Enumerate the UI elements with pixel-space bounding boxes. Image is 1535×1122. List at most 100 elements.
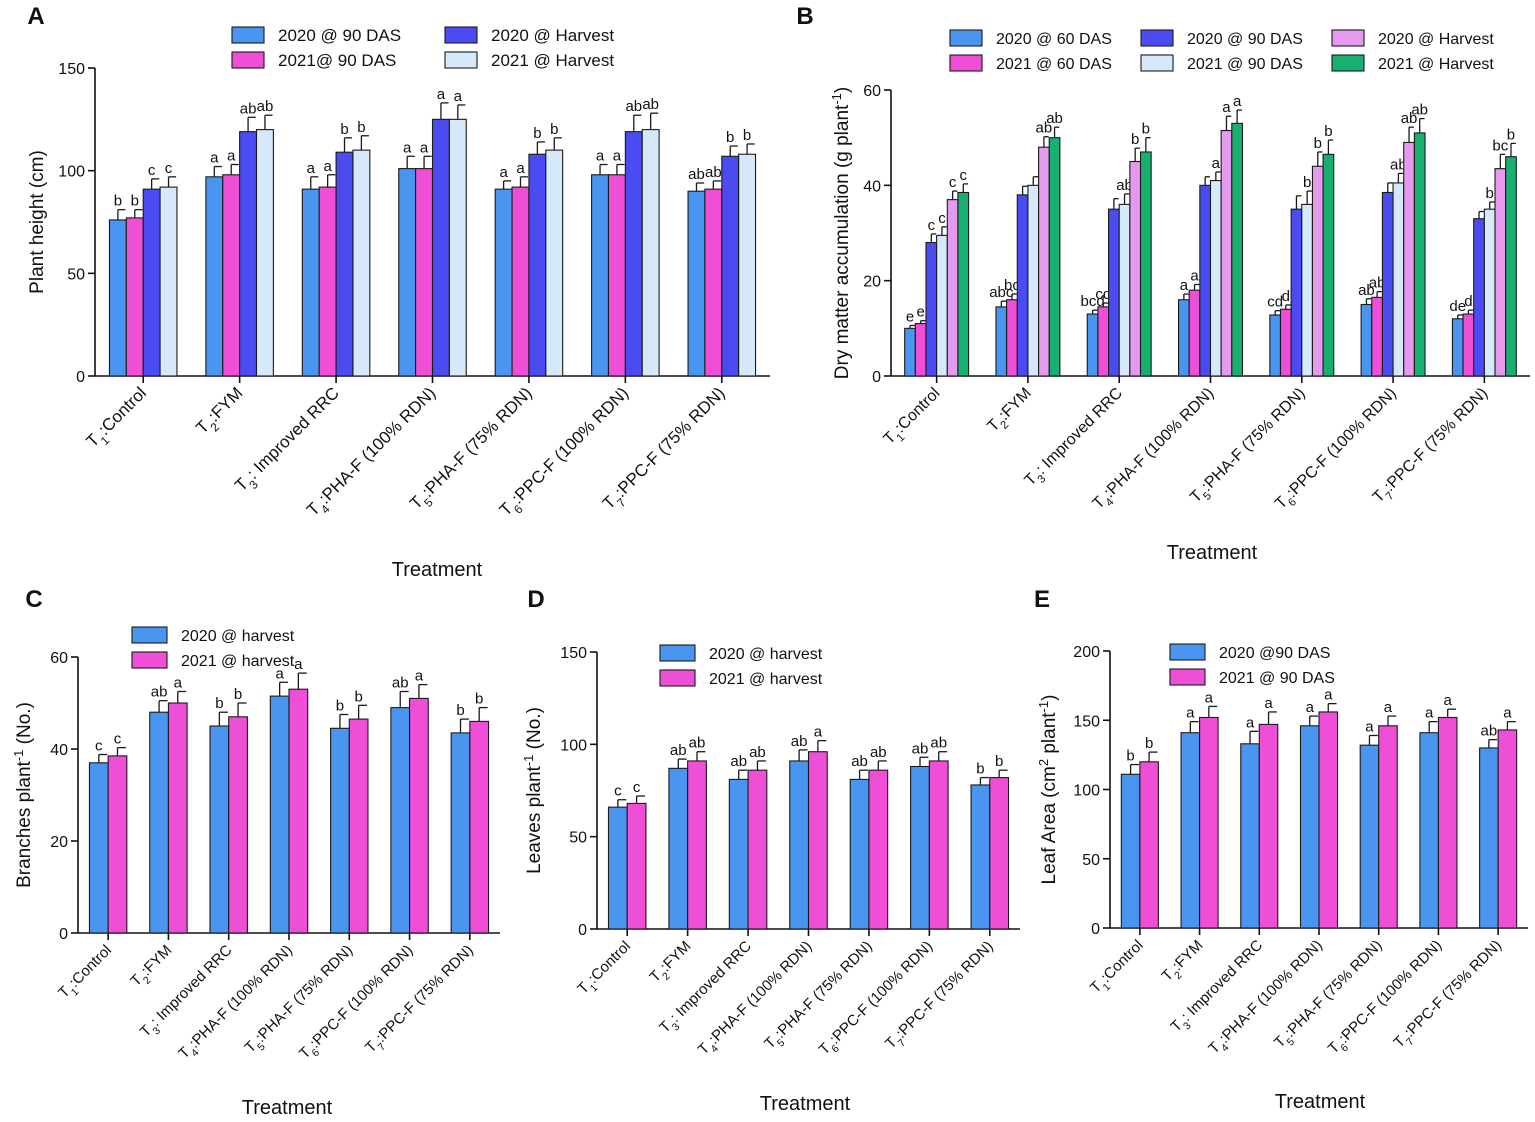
significance-letter: a	[1365, 718, 1374, 735]
bar	[209, 725, 230, 934]
bar	[398, 168, 417, 377]
significance-letter: a	[1306, 699, 1315, 716]
legend-label: 2020 @ harvest	[709, 646, 823, 663]
significance-letter: ab	[870, 744, 887, 761]
x-tick-label: T1:Control	[574, 938, 637, 1001]
significance-letter: a	[1324, 687, 1333, 704]
significance-letter: b	[1145, 735, 1153, 752]
y-tick-label: 150	[1073, 713, 1100, 730]
bar	[1120, 773, 1141, 929]
significance-letter: b	[1142, 121, 1150, 138]
bar	[687, 760, 707, 930]
legend-swatch	[1140, 29, 1174, 47]
bar	[641, 129, 660, 377]
legend-label: 2021 @ 90 DAS	[1219, 670, 1335, 687]
significance-letter: ab	[1358, 282, 1375, 299]
significance-letter: d	[1282, 288, 1290, 305]
bar	[1231, 122, 1244, 377]
y-axis-title: Branches plant-1 (No.)	[11, 702, 36, 888]
bar	[159, 186, 178, 377]
legend-swatch	[444, 26, 478, 44]
bar	[668, 767, 689, 930]
bar	[205, 176, 224, 377]
significance-letter: ab	[930, 735, 947, 752]
bar	[807, 751, 828, 930]
bar	[1006, 299, 1018, 377]
significance-letter: cd	[1267, 294, 1283, 311]
bar	[108, 219, 127, 377]
significance-letter: b	[1303, 174, 1311, 191]
legend-label: 2020 @ 90 DAS	[1187, 31, 1303, 48]
legend-label: 2021 @ 90 DAS	[1187, 56, 1303, 73]
bar	[1290, 208, 1303, 377]
significance-letter: b	[743, 127, 751, 144]
legend-label: 2021 @ harvest	[181, 653, 295, 670]
significance-letter: a	[1264, 695, 1273, 712]
significance-letter: b	[340, 121, 348, 138]
bar	[1220, 129, 1233, 377]
x-tick-label: T2:FYM	[192, 383, 250, 441]
legend-swatch	[949, 54, 983, 72]
y-axis-title: Plant height (cm)	[27, 150, 48, 294]
significance-letter: ab	[151, 684, 168, 701]
y-tick-label: 200	[1073, 644, 1100, 661]
bar	[995, 306, 1008, 377]
y-tick-label: 50	[569, 830, 587, 847]
bar	[1299, 725, 1320, 929]
significance-letter: c	[633, 779, 641, 796]
bar	[494, 188, 513, 377]
significance-letter: d	[1464, 293, 1472, 310]
y-tick-label: 100	[1073, 783, 1100, 800]
significance-letter: ab	[625, 98, 642, 115]
bar	[1311, 165, 1324, 377]
significance-letter: b	[1126, 748, 1134, 765]
legend-label: 2020 @ Harvest	[491, 26, 614, 45]
significance-letter: e	[916, 304, 924, 321]
bar	[390, 707, 411, 934]
bar	[704, 188, 723, 377]
significance-letter: e	[906, 308, 914, 325]
bar	[330, 727, 350, 934]
bar	[1322, 153, 1335, 377]
bar	[528, 153, 547, 377]
significance-letter: bc	[1492, 137, 1508, 154]
bar	[448, 118, 467, 377]
x-axis-title: Treatment	[760, 1093, 851, 1115]
x-tick-label: T7:PPC-F (75% RDN)	[1390, 937, 1508, 1055]
y-tick-label: 60	[863, 83, 881, 100]
bar	[1048, 137, 1061, 377]
significance-letter: ab	[851, 753, 868, 770]
significance-letter: ab	[1116, 177, 1133, 194]
bar	[1473, 218, 1485, 377]
significance-letter: a	[454, 88, 463, 105]
bar	[1279, 308, 1292, 377]
bar	[1118, 203, 1131, 377]
y-tick-label: 20	[863, 274, 881, 291]
significance-letter: ab	[1390, 156, 1407, 173]
bar	[1139, 151, 1152, 377]
significance-letter: a	[227, 148, 236, 165]
bar	[1199, 716, 1219, 929]
bar	[318, 186, 337, 377]
bar	[1209, 180, 1222, 377]
y-tick-label: 0	[76, 369, 85, 386]
bar	[431, 118, 450, 377]
x-tick-label: T5:PHA-F (75% RDN)	[242, 942, 360, 1060]
significance-letter: a	[174, 675, 183, 692]
bar	[687, 190, 706, 377]
x-tick-label: T2:FYM	[984, 385, 1038, 439]
bar	[1392, 182, 1405, 377]
y-tick-label: 50	[67, 266, 85, 283]
significance-letter: a	[499, 164, 508, 181]
significance-letter: b	[1131, 131, 1139, 148]
legend-label: 2021 @ harvest	[709, 671, 823, 688]
x-tick-label: T1:Control	[1087, 937, 1150, 1000]
bar	[624, 131, 643, 377]
bar	[747, 769, 768, 930]
bar	[728, 778, 749, 930]
legend-label: 2021 @ Harvest	[1378, 56, 1494, 73]
bar	[904, 327, 916, 377]
x-tick-label: T7:PPC-F (75% RDN)	[882, 938, 1000, 1056]
significance-letter: a	[1425, 705, 1434, 722]
